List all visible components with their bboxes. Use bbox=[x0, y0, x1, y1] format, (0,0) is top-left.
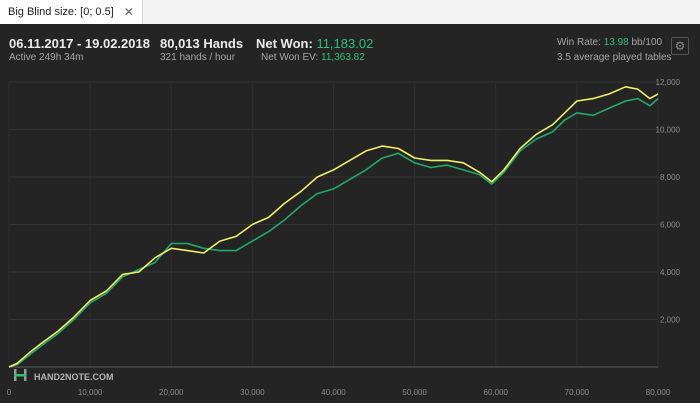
active-time: Active 249h 34m bbox=[9, 52, 84, 63]
y-tick-label: 6,000 bbox=[660, 221, 681, 230]
tab-bar: Big Blind size: [0; 0.5] ✕ bbox=[0, 0, 700, 25]
x-tick-label: 10,000 bbox=[78, 388, 103, 397]
win-rate-value: 13.98 bbox=[603, 37, 629, 48]
y-tick-label: 10,000 bbox=[656, 126, 681, 135]
watermark: HAND2NOTE.COM bbox=[14, 369, 114, 382]
x-tick-label: 70,000 bbox=[565, 388, 590, 397]
x-tick-label: 30,000 bbox=[240, 388, 265, 397]
net-won: Net Won: 11,183.02 bbox=[256, 36, 373, 51]
x-tick-label: 0 bbox=[7, 388, 12, 397]
net-won-value: 11,183.02 bbox=[316, 36, 374, 51]
close-icon[interactable]: ✕ bbox=[123, 5, 134, 19]
x-tick-label: 50,000 bbox=[402, 388, 427, 397]
win-rate: Win Rate: 13.98 bb/100 bbox=[557, 37, 662, 48]
series-line-net-won bbox=[8, 86, 659, 368]
net-won-label: Net Won: bbox=[256, 36, 313, 51]
net-won-ev: Net Won EV: 11,363.82 bbox=[261, 52, 365, 63]
win-rate-label: Win Rate: bbox=[557, 37, 601, 48]
tab-big-blind-filter[interactable]: Big Blind size: [0; 0.5] ✕ bbox=[0, 0, 143, 24]
y-tick-label: 2,000 bbox=[660, 316, 681, 325]
tab-label: Big Blind size: [0; 0.5] bbox=[8, 6, 114, 18]
hands-count: 80,013 Hands bbox=[160, 36, 244, 51]
hands-per-hour: 321 hands / hour bbox=[160, 52, 236, 63]
y-tick-label: 8,000 bbox=[660, 173, 681, 182]
chart-grid bbox=[8, 81, 659, 368]
graph-panel bbox=[0, 24, 700, 403]
net-won-ev-label: Net Won EV: bbox=[261, 52, 319, 63]
gear-icon[interactable]: ⚙ bbox=[671, 37, 689, 55]
watermark-text: HAND2NOTE.COM bbox=[34, 372, 114, 382]
x-tick-label: 80,000 bbox=[646, 388, 671, 397]
y-tick-label: 4,000 bbox=[660, 268, 681, 277]
date-range: 06.11.2017 - 19.02.2018 bbox=[9, 36, 150, 51]
chart-series bbox=[8, 86, 659, 368]
y-axis-ticks: 2,000 4,000 6,000 8,000 10,000 12,000 bbox=[656, 78, 681, 325]
win-rate-unit: bb/100 bbox=[631, 37, 663, 48]
x-axis-ticks: 0 10,000 20,000 30,000 40,000 50,000 60,000 70,… bbox=[7, 388, 671, 397]
x-tick-label: 40,000 bbox=[321, 388, 346, 397]
average-tables: 3.5 average played tables bbox=[557, 52, 672, 63]
h2n-logo-icon bbox=[14, 369, 27, 381]
series-line-net-won-ev bbox=[8, 97, 659, 368]
y-tick-label: 12,000 bbox=[656, 78, 681, 87]
x-tick-label: 20,000 bbox=[159, 388, 184, 397]
net-won-ev-value: 11,363.82 bbox=[321, 52, 365, 63]
x-tick-label: 60,000 bbox=[484, 388, 509, 397]
